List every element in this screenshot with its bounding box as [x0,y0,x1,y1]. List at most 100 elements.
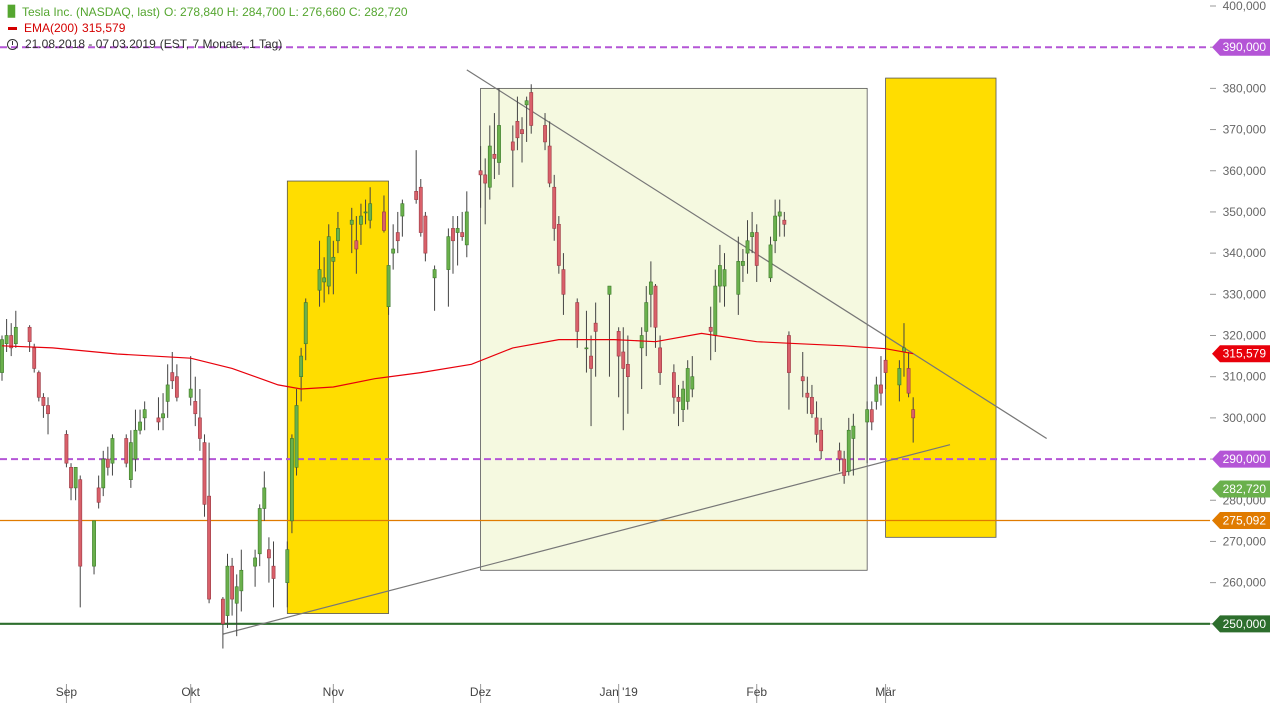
candle-body-81 [529,92,534,126]
candle-body-8 [46,405,50,415]
candle-body-84 [552,186,557,229]
candle-body-54 [354,240,359,250]
candle-body-126 [846,429,851,472]
candle-body-56 [363,211,368,214]
x-tick-label-2: Nov [323,685,344,699]
candle-body-19 [128,442,133,480]
price-tag-0 [1212,38,1270,56]
candle-body-16 [105,458,110,468]
candle-body-129 [869,409,874,423]
candle-body-122 [814,417,819,435]
candle-body-12 [78,479,83,567]
ema-line [1,332,914,390]
x-tick-label-6: Mär [875,685,896,699]
trendline-1 [222,444,951,635]
highlight-zones [286,77,997,614]
candle-body-88 [584,347,589,350]
candle-body-71 [464,211,469,246]
candle-body-31 [202,442,207,505]
candle-body-13 [92,520,96,567]
candle-body-86 [561,269,566,295]
candle-body-80 [524,100,529,106]
candle-body-105 [708,326,713,332]
zone-1 [480,87,868,571]
candle-body-104 [690,376,695,390]
candle-body-66 [432,269,437,279]
price-tag-label-3: 250,000 [1223,617,1267,631]
price-tag-label-2: 275,092 [1223,513,1267,527]
price-tags: 390,000 290,000 275,092 250,000 282,720 315,5… [1212,38,1270,633]
candle-body-7 [41,396,46,406]
period-info: (EST, 7 Monate, 1 Tag) [159,37,283,51]
candle-body-43 [285,549,290,583]
x-tick-label-1: Okt [181,685,200,699]
candle-body-48 [317,269,322,291]
candle-body-18 [124,438,129,464]
candle-body-0 [0,339,4,373]
candle-body-78 [515,121,520,139]
candle-body-35 [230,565,234,600]
candle-body-53 [349,219,354,225]
candle-body-103 [685,368,690,402]
price-tag-label-1: 290,000 [1223,452,1267,466]
candle-body-99 [658,347,662,373]
x-tick-label-3: Dez [470,685,491,699]
candle-body-113 [754,232,759,266]
candle-body-41 [267,549,271,559]
candle-body-65 [423,215,428,254]
candle-body-112 [750,232,755,237]
candle-body-106 [713,285,718,336]
candle-body-75 [492,153,497,159]
candle-body-51 [331,256,336,262]
candle-body-68 [451,228,455,242]
y-tick-label-0: 400,000 [1223,0,1267,13]
candle-body-114 [768,244,773,279]
candle-body-24 [161,413,165,419]
zone-2 [885,77,997,538]
ema-swatch-icon [8,26,17,30]
price-tag-3 [1212,615,1270,633]
y-tick-label-2: 380,000 [1223,81,1267,95]
candle-body-28 [188,388,193,398]
candle-body-127 [851,425,856,439]
y-tick-label-8: 320,000 [1223,329,1267,343]
period-row: 21.08.2018 - 07.03.2019 (EST, 7 Monate, … [6,36,408,52]
candle-body-63 [414,191,419,200]
y-tick-label-10: 300,000 [1223,411,1267,425]
candle-body-32 [207,495,211,600]
candle-body-39 [257,508,262,555]
ema-polyline [1,332,914,390]
candle-body-90 [593,322,598,332]
candle-body-79 [520,129,524,134]
candle-body-74 [487,145,492,188]
candle-body-97 [648,281,653,295]
candle-body-133 [897,368,902,386]
candle-body-34 [225,565,230,616]
candle-body-45 [294,405,299,468]
candle-body-59 [386,265,391,307]
candle-body-128 [865,409,870,423]
candle-body-117 [782,219,787,225]
candle-body-77 [510,141,515,151]
price-tag-label-5: 315,579 [1223,347,1267,361]
candle-body-11 [73,466,78,489]
candle-body-95 [639,335,644,349]
candle-body-67 [446,236,451,270]
candle-body-87 [575,302,580,332]
candle-body-101 [676,396,681,402]
candle-body-1 [4,335,9,345]
candle-body-61 [395,232,400,242]
candle-body-15 [101,458,106,489]
x-axis: Sep Okt Nov Dez Jan '19 Feb Mär [56,684,896,703]
ema-value: 315,579 [82,21,126,35]
candle-body-47 [303,302,308,345]
y-tick-label-14: 260,000 [1223,576,1267,590]
candle-body-120 [805,392,810,398]
candle-body-14 [96,487,101,503]
y-axis: 400,000 390,000 380,000 370,000 360,000 350,0… [1210,0,1266,631]
candle-body-44 [290,438,294,522]
candle-body-73 [483,174,488,184]
candle-body-115 [773,215,778,242]
candle-body-76 [497,125,501,163]
